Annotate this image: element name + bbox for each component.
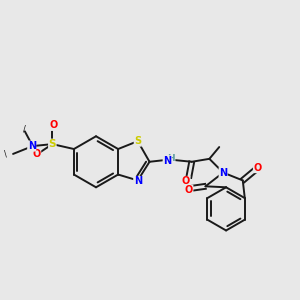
Text: \: \ bbox=[4, 149, 7, 158]
Text: /: / bbox=[23, 125, 26, 134]
Text: N: N bbox=[28, 141, 36, 151]
Text: N: N bbox=[219, 168, 227, 178]
Text: O: O bbox=[49, 121, 57, 130]
Text: O: O bbox=[182, 176, 190, 186]
Text: N: N bbox=[134, 176, 142, 186]
Text: N: N bbox=[163, 156, 171, 166]
Text: S: S bbox=[49, 139, 56, 149]
Text: O: O bbox=[254, 163, 262, 173]
Text: S: S bbox=[134, 136, 141, 146]
Text: H: H bbox=[167, 154, 175, 163]
Text: O: O bbox=[32, 149, 41, 159]
Text: O: O bbox=[185, 185, 193, 195]
